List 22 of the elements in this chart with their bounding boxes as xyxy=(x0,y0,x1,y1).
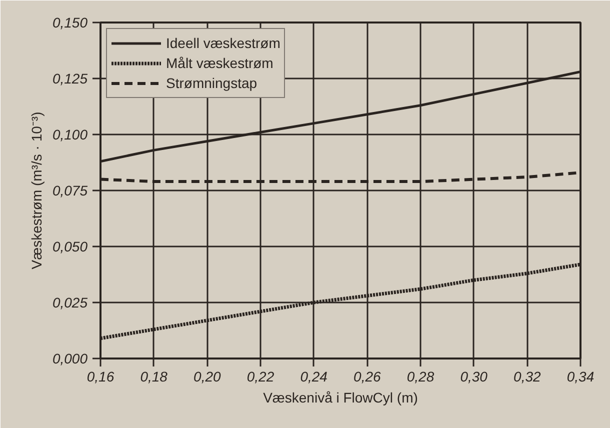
legend-label: Strømningstap xyxy=(166,75,258,91)
x-tick-label: 0,28 xyxy=(406,368,434,384)
y-tick-label: 0,100 xyxy=(52,126,88,142)
y-tick-label: 0,150 xyxy=(52,14,88,30)
x-tick-label: 0,34 xyxy=(566,368,594,384)
x-tick-label: 0,30 xyxy=(460,368,488,384)
legend-label: Ideell væskestrøm xyxy=(166,35,280,51)
y-tick-label: 0,125 xyxy=(52,70,88,86)
y-axis-title: Væskestrøm (m³/s · 10⁻³) xyxy=(28,112,44,270)
y-tick-label: 0,075 xyxy=(52,182,88,198)
y-tick-label: 0,050 xyxy=(52,238,88,254)
x-tick-label: 0,22 xyxy=(246,368,274,384)
x-tick-label: 0,24 xyxy=(300,368,328,384)
legend-label: Målt væskestrøm xyxy=(166,55,274,71)
y-tick-label: 0,000 xyxy=(52,350,88,366)
x-tick-label: 0,20 xyxy=(194,368,222,384)
x-tick-label: 0,18 xyxy=(140,368,168,384)
x-tick-label: 0,26 xyxy=(354,368,382,384)
x-tick-label: 0,32 xyxy=(514,368,542,384)
y-tick-label: 0,025 xyxy=(52,294,88,310)
x-tick-label: 0,16 xyxy=(86,368,114,384)
x-axis-title: Væskenivå i FlowCyl (m) xyxy=(263,390,418,406)
